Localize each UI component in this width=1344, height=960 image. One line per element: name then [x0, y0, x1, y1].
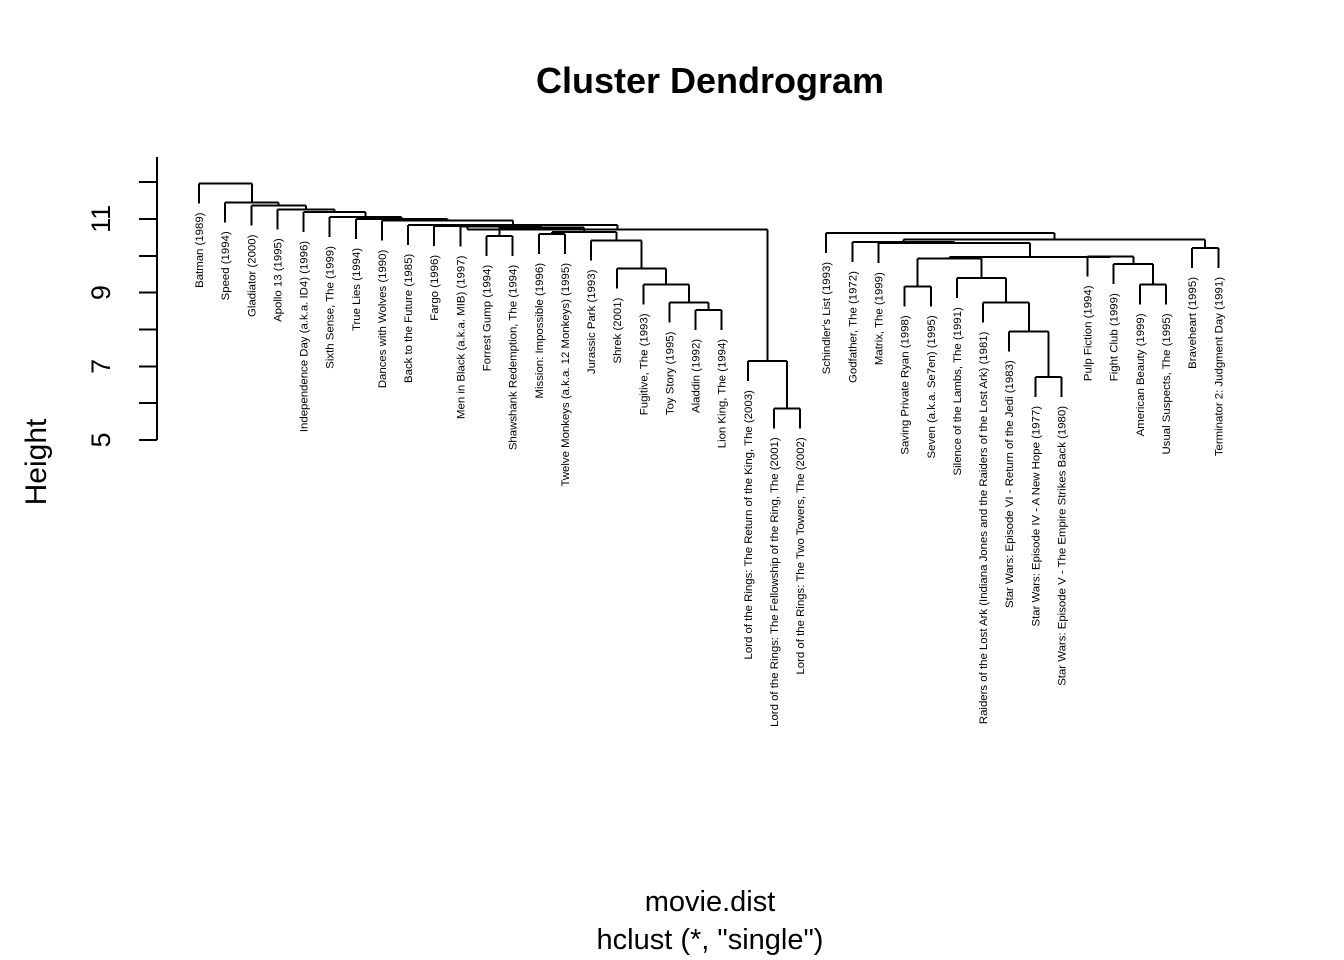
- leaf-label: Fargo (1996): [429, 255, 441, 321]
- leaf-label: Lion King, The (1994): [717, 339, 729, 449]
- leaf-label: Back to the Future (1985): [403, 254, 415, 383]
- leaf-label: Pulp Fiction (1994): [1083, 285, 1095, 381]
- leaf-label: Jurassic Park (1993): [586, 269, 598, 374]
- y-axis-title: Height: [20, 418, 53, 505]
- leaf-label: Fugitive, The (1993): [638, 313, 650, 415]
- method-subtitle: hclust (*, "single"): [597, 924, 824, 956]
- leaf-label: Lord of the Rings: The Return of the Kin…: [743, 390, 755, 660]
- leaf-label: Godfather, The (1972): [847, 271, 859, 383]
- leaf-label: Star Wars: Episode IV - A New Hope (1977…: [1030, 406, 1042, 627]
- leaf-label: Terminator 2: Judgment Day (1991): [1213, 277, 1225, 456]
- leaf-label: Braveheart (1995): [1187, 277, 1199, 369]
- y-tick-label: 11: [86, 205, 116, 233]
- chart-title: Cluster Dendrogram: [536, 60, 884, 101]
- leaf-label: Sixth Sense, The (1999): [325, 246, 337, 369]
- leaf-label: Saving Private Ryan (1998): [900, 315, 912, 454]
- leaf-label: Seven (a.k.a. Se7en) (1995): [926, 315, 938, 458]
- leaf-label: Dances with Wolves (1990): [377, 250, 389, 389]
- leaf-label: Speed (1994): [220, 231, 232, 300]
- leaf-label: Independence Day (a.k.a. ID4) (1996): [299, 241, 311, 432]
- leaf-label: Forrest Gump (1994): [481, 265, 493, 372]
- leaf-label: Apollo 13 (1995): [272, 238, 284, 322]
- leaf-label: Star Wars: Episode VI - Return of the Je…: [1004, 360, 1016, 608]
- leaf-label: Raiders of the Lost Ark (Indiana Jones a…: [978, 331, 990, 724]
- leaf-label: Fight Club (1999): [1109, 293, 1121, 381]
- leaf-label: Usual Suspects, The (1995): [1161, 313, 1173, 454]
- leaf-label: Twelve Monkeys (a.k.a. 12 Monkeys) (1995…: [560, 263, 572, 487]
- leaf-label: True Lies (1994): [351, 248, 363, 331]
- leaf-label: Silence of the Lambs, The (1991): [952, 307, 964, 475]
- leaf-label: Men in Black (a.k.a. MIB) (1997): [455, 255, 467, 419]
- leaf-label: Aladdin (1992): [691, 339, 703, 413]
- leaf-label: Gladiator (2000): [246, 234, 258, 317]
- y-tick-label: 9: [86, 285, 116, 300]
- leaf-label: Lord of the Rings: The Two Towers, The (…: [795, 437, 807, 674]
- leaf-label: Schindler's List (1993): [821, 262, 833, 375]
- leaf-label: Shrek (2001): [612, 297, 624, 363]
- leaf-label: Batman (1989): [194, 212, 206, 288]
- leaf-labels: Batman (1989) Speed (1994) Gladiator (2000…: [194, 212, 1225, 727]
- leaf-label: Lord of the Rings: The Fellowship of the…: [769, 437, 781, 727]
- y-tick-label: 7: [86, 359, 116, 374]
- y-axis: 5 7 9 11: [86, 157, 157, 448]
- leaf-label: Star Wars: Episode V - The Empire Strike…: [1056, 406, 1068, 686]
- leaf-label: Mission: Impossible (1996): [534, 263, 546, 399]
- leaf-label: American Beauty (1999): [1135, 313, 1147, 436]
- y-tick-label: 5: [86, 432, 116, 447]
- leaf-label: Matrix, The (1999): [874, 272, 886, 365]
- x-axis-title: movie.dist: [645, 886, 776, 918]
- leaf-label: Shawshank Redemption, The (1994): [508, 265, 520, 451]
- leaf-label: Toy Story (1995): [664, 331, 676, 415]
